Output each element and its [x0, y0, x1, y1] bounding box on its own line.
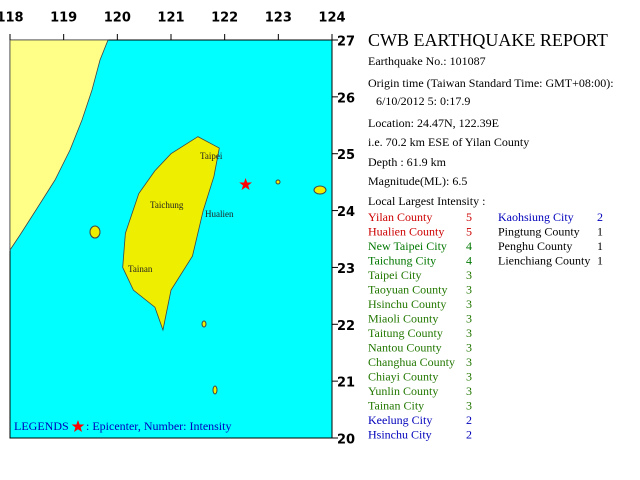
lon-tick-label: 123 [265, 11, 292, 26]
epicenter [239, 178, 252, 190]
report-line: Earthquake No.: 101087 [368, 54, 486, 68]
lon-tick-label: 120 [104, 11, 131, 26]
intensity-name: New Taipei City [368, 239, 447, 253]
lat-tick-label: 21 [337, 376, 355, 391]
intensity-value: 2 [597, 210, 603, 224]
island [212, 385, 218, 395]
intensity-name: Yunlin County [368, 384, 438, 398]
lon-tick-label: 119 [50, 11, 77, 26]
intensity-value: 2 [466, 427, 472, 441]
report-line: Local Largest Intensity : [368, 194, 485, 208]
report-title: CWB EARTHQUAKE REPORT [368, 30, 608, 50]
lon-tick-label: 124 [318, 11, 345, 26]
island [201, 320, 207, 328]
report-line: Depth : 61.9 km [368, 155, 447, 169]
intensity-name: Chiayi County [368, 369, 438, 383]
intensity-name: Keelung City [368, 413, 432, 427]
intensity-value: 5 [466, 224, 472, 238]
lon-tick-label: 122 [211, 11, 238, 26]
city-label: Taipei [200, 151, 223, 161]
lat-tick-label: 27 [337, 35, 355, 50]
penghu [89, 225, 101, 239]
lat-tick-label: 22 [337, 319, 355, 334]
intensity-value: 5 [466, 210, 472, 224]
intensity-name: Miaoli County [368, 311, 438, 325]
intensity-value: 3 [466, 326, 472, 340]
legend-title: LEGENDS [14, 419, 69, 433]
intensity-name: Taitung County [368, 326, 443, 340]
intensity-value: 1 [597, 239, 603, 253]
lat-tick-label: 20 [337, 433, 355, 448]
intensity-name: Hsinchu City [368, 427, 432, 441]
report-line: 6/10/2012 5: 0:17.9 [376, 94, 470, 108]
intensity-name: Nantou County [368, 340, 442, 354]
intensity-value: 3 [466, 355, 472, 369]
report-line: Origin time (Taiwan Standard Time: GMT+0… [368, 76, 614, 90]
intensity-name: Hualien County [368, 224, 444, 238]
lon-tick-label: 121 [157, 11, 184, 26]
intensity-value: 1 [597, 253, 603, 267]
intensity-value: 3 [466, 282, 472, 296]
intensity-value: 3 [466, 297, 472, 311]
intensity-value: 4 [466, 239, 472, 253]
city-label: Hualien [205, 209, 234, 219]
intensity-name: Yilan County [368, 210, 432, 224]
lat-tick-label: 24 [337, 205, 355, 220]
intensity-name: Hsinchu County [368, 297, 446, 311]
city-label: Tainan [128, 264, 153, 274]
intensity-value: 3 [466, 268, 472, 282]
intensity-name: Taoyuan County [368, 282, 447, 296]
intensity-value: 1 [597, 224, 603, 238]
intensity-value: 4 [466, 253, 472, 267]
intensity-name: Penghu County [498, 239, 572, 253]
legend-star [71, 420, 85, 432]
intensity-name: Lienchiang County [498, 253, 590, 267]
lat-tick-label: 26 [337, 91, 355, 106]
intensity-name: Changhua County [368, 355, 455, 369]
legend-text: : Epicenter, Number: Intensity [86, 419, 231, 433]
mainland-coast [9, 39, 109, 252]
intensity-value: 2 [466, 413, 472, 427]
intensity-value: 3 [466, 311, 472, 325]
lat-tick-label: 23 [337, 262, 355, 277]
intensity-value: 3 [466, 369, 472, 383]
intensity-name: Pingtung County [498, 224, 580, 238]
intensity-name: Tainan City [368, 398, 424, 412]
report-line: Magnitude(ML): 6.5 [368, 174, 467, 188]
intensity-value: 3 [466, 340, 472, 354]
lat-tick-label: 25 [337, 148, 355, 163]
intensity-name: Taichung City [368, 253, 436, 267]
intensity-name: Taipei City [368, 268, 421, 282]
city-label: Taichung [150, 200, 184, 210]
taiwan [122, 136, 220, 332]
intensity-value: 3 [466, 384, 472, 398]
intensity-name: Kaohsiung City [498, 210, 574, 224]
report-line: i.e. 70.2 km ESE of Yilan County [368, 135, 529, 149]
intensity-value: 3 [466, 398, 472, 412]
island [275, 179, 281, 185]
lon-tick-label: 118 [0, 11, 24, 26]
island [313, 185, 327, 195]
report-line: Location: 24.47N, 122.39E [368, 116, 499, 130]
